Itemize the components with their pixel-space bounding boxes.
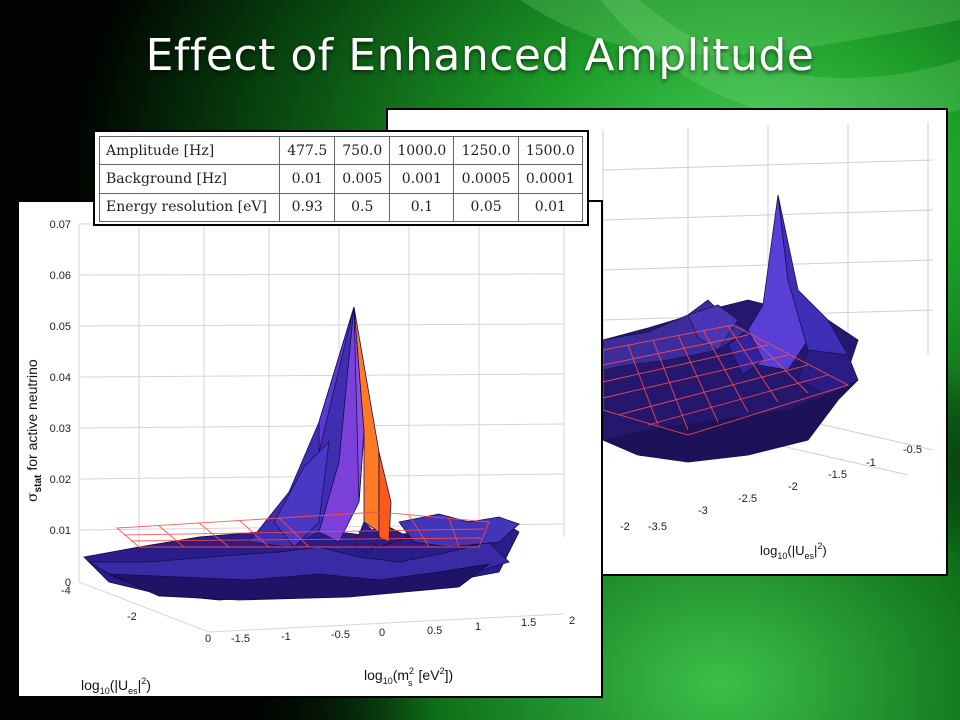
front-xtick: 1 <box>475 621 481 633</box>
front-xtick: -1.5 <box>231 633 250 645</box>
front-plot-canvas: 0 0.01 0.02 0.03 0.04 0.05 0.06 0.07 0 -… <box>24 219 575 696</box>
front-ztick: 0.02 <box>50 474 71 486</box>
back-ylabel: log10(|Ues|2) <box>760 541 827 561</box>
parameters-table-panel: Amplitude [Hz] 477.5 750.0 1000.0 1250.0 1500… <box>93 130 589 226</box>
back-xtick: -3 <box>698 505 708 517</box>
front-xtick: 0 <box>379 627 385 639</box>
table-cell: 0.0001 <box>517 164 584 194</box>
front-ztick: 0 <box>65 577 71 589</box>
front-ztick: 0.05 <box>50 321 71 333</box>
front-zlabel: σstatfor active neutrino <box>24 359 44 502</box>
front-ylabel: log10(|Ues|2) <box>81 676 151 696</box>
front-xtick: -0.5 <box>331 629 350 641</box>
back-xtick: -3.5 <box>648 521 667 533</box>
table-row-label: Amplitude [Hz] <box>98 135 281 166</box>
table-row: Energy resolution [eV] 0.93 0.5 0.1 0.05 0.01 <box>98 192 584 223</box>
table-cell: 0.01 <box>279 164 336 194</box>
front-ztick: 0.04 <box>50 372 71 384</box>
front-ztick: 0.01 <box>50 525 71 537</box>
table-cell: 477.5 <box>279 135 336 166</box>
front-surface-plot: 0 0.01 0.02 0.03 0.04 0.05 0.06 0.07 0 -… <box>17 200 603 698</box>
front-ztick: 0.06 <box>50 270 71 282</box>
back-xtick: -2 <box>620 521 630 533</box>
table-cell: 1250.0 <box>453 135 519 166</box>
back-plot-canvas: -2 -3.5 -3 -2.5 -2 -1.5 -1 -0.5 log10(|U… <box>601 122 934 561</box>
table-cell: 750.0 <box>334 135 391 166</box>
table-cell: 1500.0 <box>517 135 584 166</box>
front-ztick: 0.07 <box>50 219 71 231</box>
table-cell: 1000.0 <box>389 135 455 166</box>
front-xlabel: log10(m2 s [eV2]) <box>364 666 453 688</box>
front-xtick: 0.5 <box>427 625 442 637</box>
table-cell: 0.1 <box>389 192 455 223</box>
table-cell: 0.05 <box>453 192 519 223</box>
back-xtick: -2 <box>788 481 798 493</box>
table-row-label: Energy resolution [eV] <box>98 192 281 223</box>
table-cell: 0.01 <box>517 192 584 223</box>
table-row: Background [Hz] 0.01 0.005 0.001 0.0005 0.000… <box>98 164 584 194</box>
slide-title: Effect of Enhanced Amplitude <box>145 30 815 81</box>
table-cell: 0.001 <box>389 164 455 194</box>
table-row: Amplitude [Hz] 477.5 750.0 1000.0 1250.0 1500… <box>98 135 584 166</box>
front-ytick: 0 <box>205 633 211 645</box>
front-ytick: -2 <box>127 611 137 623</box>
front-xtick: -1 <box>281 631 291 643</box>
parameters-table: Amplitude [Hz] 477.5 750.0 1000.0 1250.0 1500… <box>98 135 584 223</box>
back-xtick: -1.5 <box>828 469 847 481</box>
table-cell: 0.0005 <box>453 164 519 194</box>
back-xtick: -0.5 <box>903 444 922 456</box>
table-cell: 0.5 <box>334 192 391 223</box>
back-xtick: -2.5 <box>738 493 757 505</box>
front-xtick: 2 <box>569 615 575 627</box>
table-cell: 0.005 <box>334 164 391 194</box>
front-xtick: 1.5 <box>521 617 536 629</box>
front-ytick: -4 <box>61 585 71 597</box>
table-cell: 0.93 <box>279 192 336 223</box>
back-xtick: -1 <box>866 457 876 469</box>
front-ztick: 0.03 <box>50 423 71 435</box>
table-row-label: Background [Hz] <box>98 164 281 194</box>
